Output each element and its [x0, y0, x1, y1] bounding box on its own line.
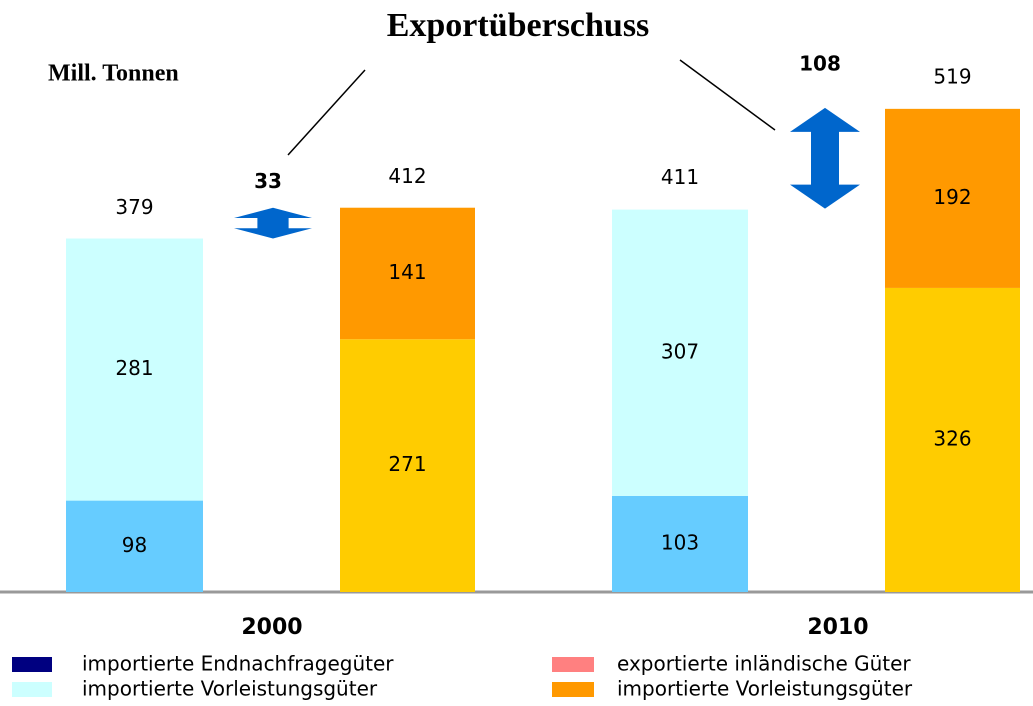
annotation-line [287, 69, 366, 156]
bar-segment [66, 238, 203, 501]
legend-label: importierte Vorleistungsgüter [617, 677, 913, 701]
bar-segment [340, 339, 475, 592]
bar-segment [885, 287, 1020, 592]
surplus-label: 108 [799, 51, 841, 75]
segment-label: 307 [661, 339, 699, 363]
bar-segment [612, 209, 748, 496]
segment-label: 98 [122, 533, 147, 557]
total-label: 411 [661, 165, 699, 189]
surplus-label: 33 [254, 169, 282, 193]
segment-label: 192 [933, 185, 971, 209]
surplus-arrow [234, 207, 312, 239]
segment-label: 281 [115, 356, 153, 380]
segment-label: 271 [388, 452, 426, 476]
bar-segment [340, 207, 475, 340]
x-tick-label: 2010 [807, 615, 868, 640]
bar-segment [612, 495, 748, 592]
bar-segment [885, 108, 1020, 288]
legend-swatch [552, 682, 594, 697]
chart-title: Exportüberschuss [387, 7, 650, 44]
annotation-line [679, 59, 776, 131]
segment-label: 103 [661, 530, 699, 554]
x-tick-label: 2000 [241, 615, 302, 640]
legend-label: exportierte inländische Güter [617, 652, 911, 676]
segment-label: 326 [933, 426, 971, 450]
legend-swatch [12, 657, 52, 672]
total-label: 379 [115, 195, 153, 219]
legend-swatch [12, 682, 52, 697]
legend-swatch [552, 657, 594, 672]
legend-label: importierte Vorleistungsgüter [82, 677, 378, 701]
total-label: 519 [933, 64, 971, 88]
legend-label: importierte Endnachfragegüter [82, 652, 394, 676]
surplus-arrow [790, 107, 860, 209]
y-axis-label: Mill. Tonnen [48, 61, 179, 87]
segment-label: 141 [388, 260, 426, 284]
bar-segment [66, 500, 203, 592]
total-label: 412 [388, 164, 426, 188]
